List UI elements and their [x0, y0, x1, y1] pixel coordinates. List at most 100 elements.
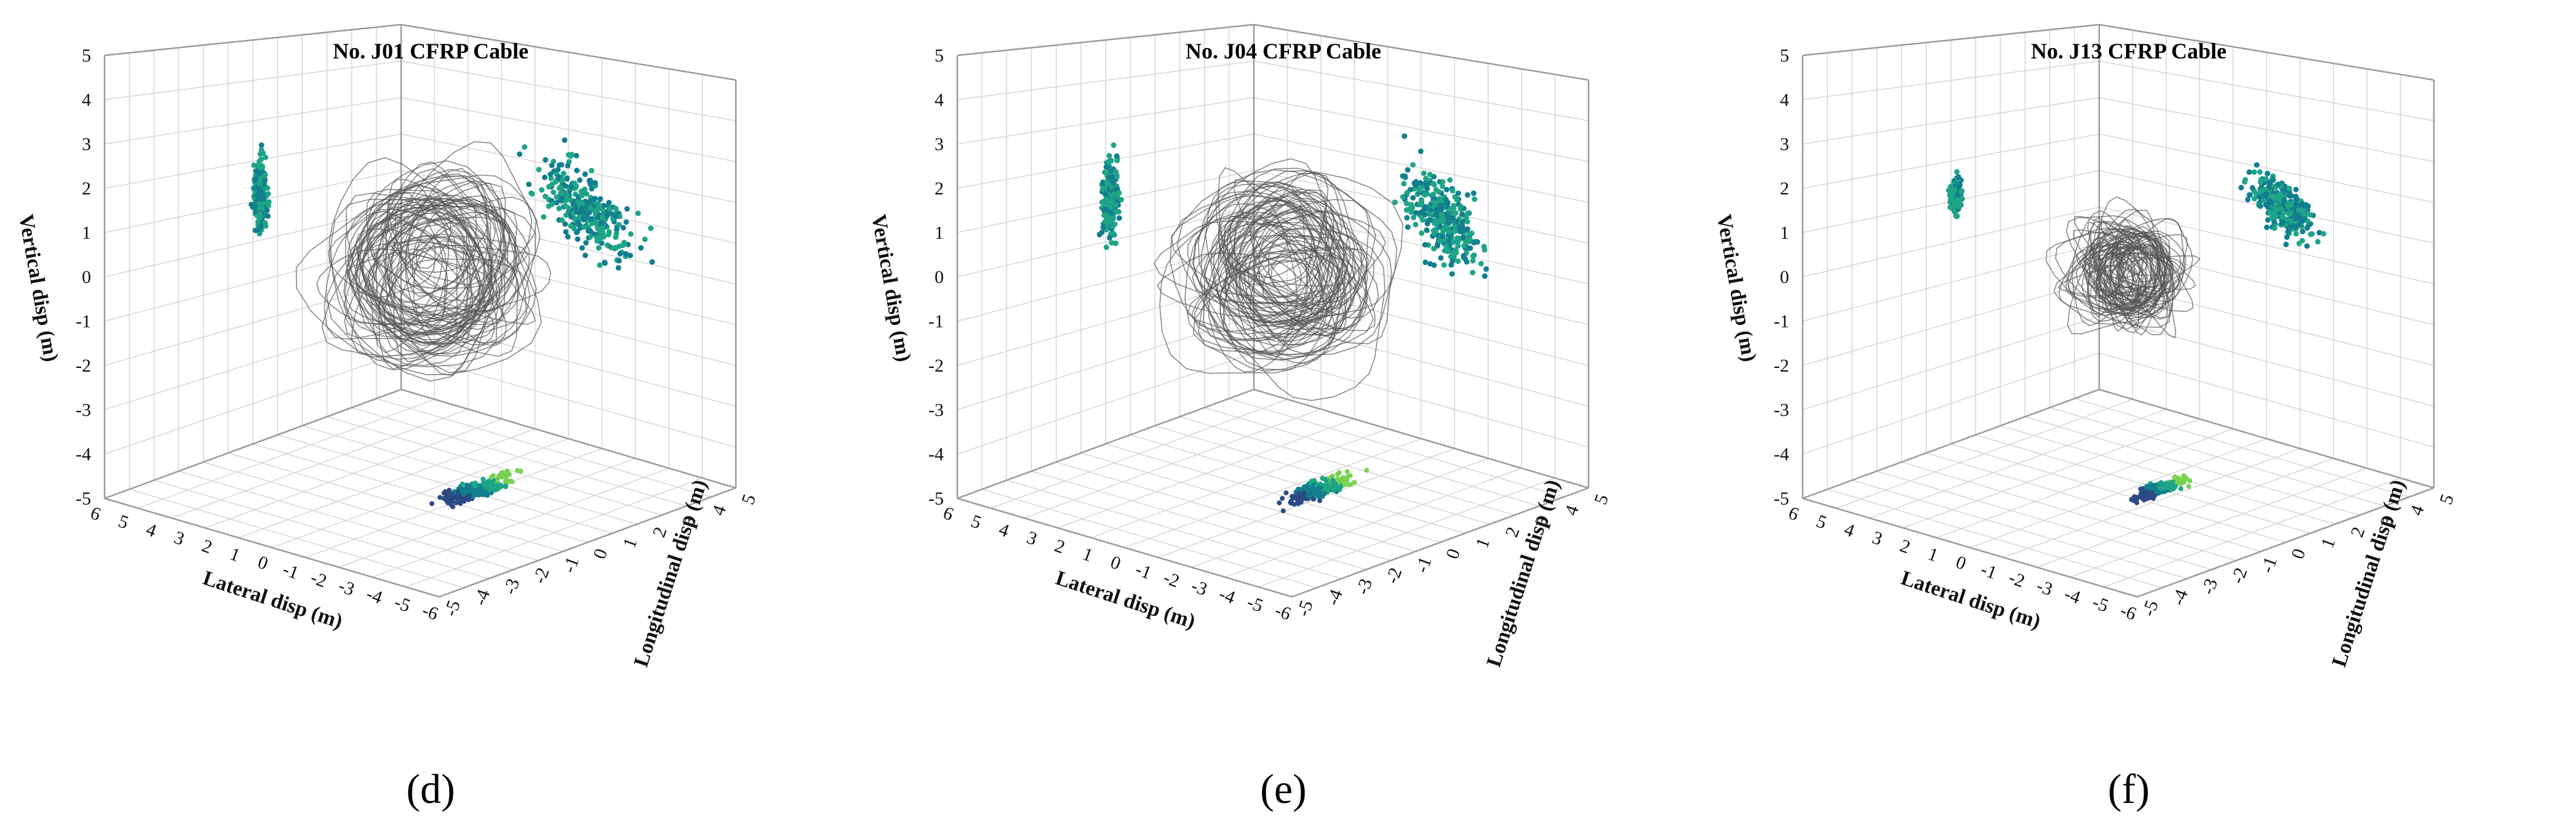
projection-point-longitudinal-vertical — [592, 208, 598, 214]
projection-point-lateral-longitudinal — [518, 468, 524, 474]
z-tick-label: 5 — [1780, 46, 1789, 66]
z-tick-label: -2 — [928, 356, 944, 376]
axis-frame-edge — [957, 23, 1254, 57]
projection-point-lateral-longitudinal — [476, 492, 482, 498]
projection-point-longitudinal-vertical — [2292, 215, 2298, 221]
x-tick-label: 5 — [116, 511, 131, 533]
projection-point-lateral-longitudinal — [441, 490, 447, 496]
trajectory-loop — [413, 219, 493, 322]
projection-point-lateral-vertical — [1114, 174, 1120, 180]
projection-point-lateral-longitudinal — [450, 504, 456, 509]
projection-point-longitudinal-vertical — [568, 151, 575, 158]
projection-point-longitudinal-vertical — [606, 199, 612, 206]
projection-point-lateral-longitudinal — [1322, 491, 1327, 496]
projection-point-lateral-vertical — [1959, 196, 1965, 202]
trajectory-loop — [1184, 183, 1357, 356]
axis-frame-edge — [1291, 487, 1589, 598]
projection-point-lateral-longitudinal — [1344, 478, 1350, 483]
projection-point-longitudinal-vertical — [1422, 204, 1429, 210]
trajectory-loop — [1194, 255, 1343, 332]
projection-point-lateral-vertical — [1956, 204, 1962, 209]
projection-point-longitudinal-vertical — [1460, 234, 1466, 241]
trajectory-loop — [2067, 209, 2159, 335]
projection-point-longitudinal-vertical — [2266, 198, 2272, 204]
projection-point-lateral-longitudinal — [1307, 494, 1312, 500]
projection-point-lateral-longitudinal — [1299, 495, 1304, 501]
projection-point-lateral-longitudinal — [496, 473, 501, 479]
z-tick-label: 1 — [1780, 223, 1789, 243]
projection-point-longitudinal-vertical — [1413, 182, 1419, 188]
projection-point-longitudinal-vertical — [1461, 243, 1467, 249]
projection-point-longitudinal-vertical — [1405, 224, 1411, 230]
projection-point-lateral-vertical — [1111, 180, 1117, 186]
projection-point-longitudinal-vertical — [1449, 271, 1455, 277]
trajectory-loop — [1200, 158, 1335, 299]
projection-point-lateral-vertical — [261, 178, 268, 184]
projection-point-longitudinal-vertical — [581, 215, 587, 221]
y-axis-label: Longitudinal disp (m) — [629, 477, 711, 669]
projection-point-lateral-longitudinal — [2159, 485, 2164, 491]
projection-point-longitudinal-vertical — [2253, 190, 2259, 196]
grid-line — [1969, 438, 2267, 548]
projection-point-longitudinal-vertical — [2251, 169, 2257, 175]
projection-point-longitudinal-vertical — [2277, 191, 2283, 197]
projection-point-longitudinal-vertical — [1481, 244, 1487, 250]
projection-point-longitudinal-vertical — [1478, 261, 1484, 266]
projection-point-longitudinal-vertical — [2257, 194, 2263, 200]
projection-point-longitudinal-vertical — [642, 236, 648, 242]
projection-point-lateral-vertical — [1114, 153, 1120, 159]
y-tick-label: -5 — [440, 597, 465, 619]
grid-line — [2070, 468, 2367, 578]
trajectory-loop — [329, 157, 468, 334]
projection-point-longitudinal-vertical — [613, 206, 619, 212]
trajectory-loop — [407, 222, 477, 290]
projection-point-lateral-vertical — [1112, 209, 1119, 215]
projection-point-longitudinal-vertical — [563, 229, 569, 235]
trajectory-loop — [1246, 260, 1323, 338]
projection-point-lateral-longitudinal — [1310, 485, 1315, 490]
projection-point-longitudinal-vertical — [1443, 196, 1449, 202]
x-tick-label: -3 — [1189, 575, 1210, 600]
projection-point-longitudinal-vertical — [1433, 207, 1439, 213]
projection-point-longitudinal-vertical — [1441, 262, 1447, 268]
grid-line — [1224, 468, 1522, 578]
trajectory-loop — [399, 233, 498, 324]
projection-point-longitudinal-vertical — [1464, 259, 1470, 265]
projection-point-longitudinal-vertical — [554, 200, 560, 206]
projection-point-longitudinal-vertical — [1451, 239, 1456, 245]
projection-point-longitudinal-vertical — [582, 171, 588, 177]
axis-frame-edge — [957, 388, 1254, 500]
projection-point-longitudinal-vertical — [1455, 258, 1461, 264]
trajectory-loop — [1224, 191, 1334, 323]
projection-point-longitudinal-vertical — [588, 198, 594, 204]
projection-point-longitudinal-vertical — [2286, 228, 2292, 234]
y-tick-label: 5 — [738, 492, 760, 507]
projection-point-lateral-longitudinal — [1330, 479, 1335, 484]
projection-point-longitudinal-vertical — [615, 265, 621, 271]
projection-point-lateral-longitudinal — [473, 481, 478, 486]
grid-line — [1124, 438, 1422, 548]
projection-point-longitudinal-vertical — [549, 201, 555, 207]
y-tick-label: -2 — [529, 565, 554, 586]
projection-point-longitudinal-vertical — [592, 180, 598, 186]
projection-point-lateral-longitudinal — [1280, 496, 1285, 501]
projection-point-longitudinal-vertical — [1418, 148, 1424, 154]
projection-point-longitudinal-vertical — [541, 214, 547, 220]
trajectory-loop — [351, 180, 509, 357]
projection-point-lateral-vertical — [258, 188, 264, 194]
projection-point-lateral-longitudinal — [1331, 487, 1336, 492]
projection-point-longitudinal-vertical — [1431, 245, 1437, 252]
projection-point-lateral-vertical — [258, 156, 264, 162]
trajectory-loop — [356, 203, 536, 355]
projection-point-longitudinal-vertical — [1461, 254, 1467, 260]
projection-point-longitudinal-vertical — [1464, 192, 1470, 198]
projection-point-longitudinal-vertical — [1435, 189, 1442, 194]
projection-point-longitudinal-vertical — [599, 234, 605, 240]
projection-point-longitudinal-vertical — [1440, 233, 1446, 239]
projection-point-longitudinal-vertical — [575, 236, 581, 242]
projection-point-lateral-longitudinal — [488, 484, 494, 490]
projection-point-longitudinal-vertical — [2296, 207, 2302, 213]
grid-line — [1024, 409, 1322, 519]
projection-point-longitudinal-vertical — [598, 220, 604, 226]
